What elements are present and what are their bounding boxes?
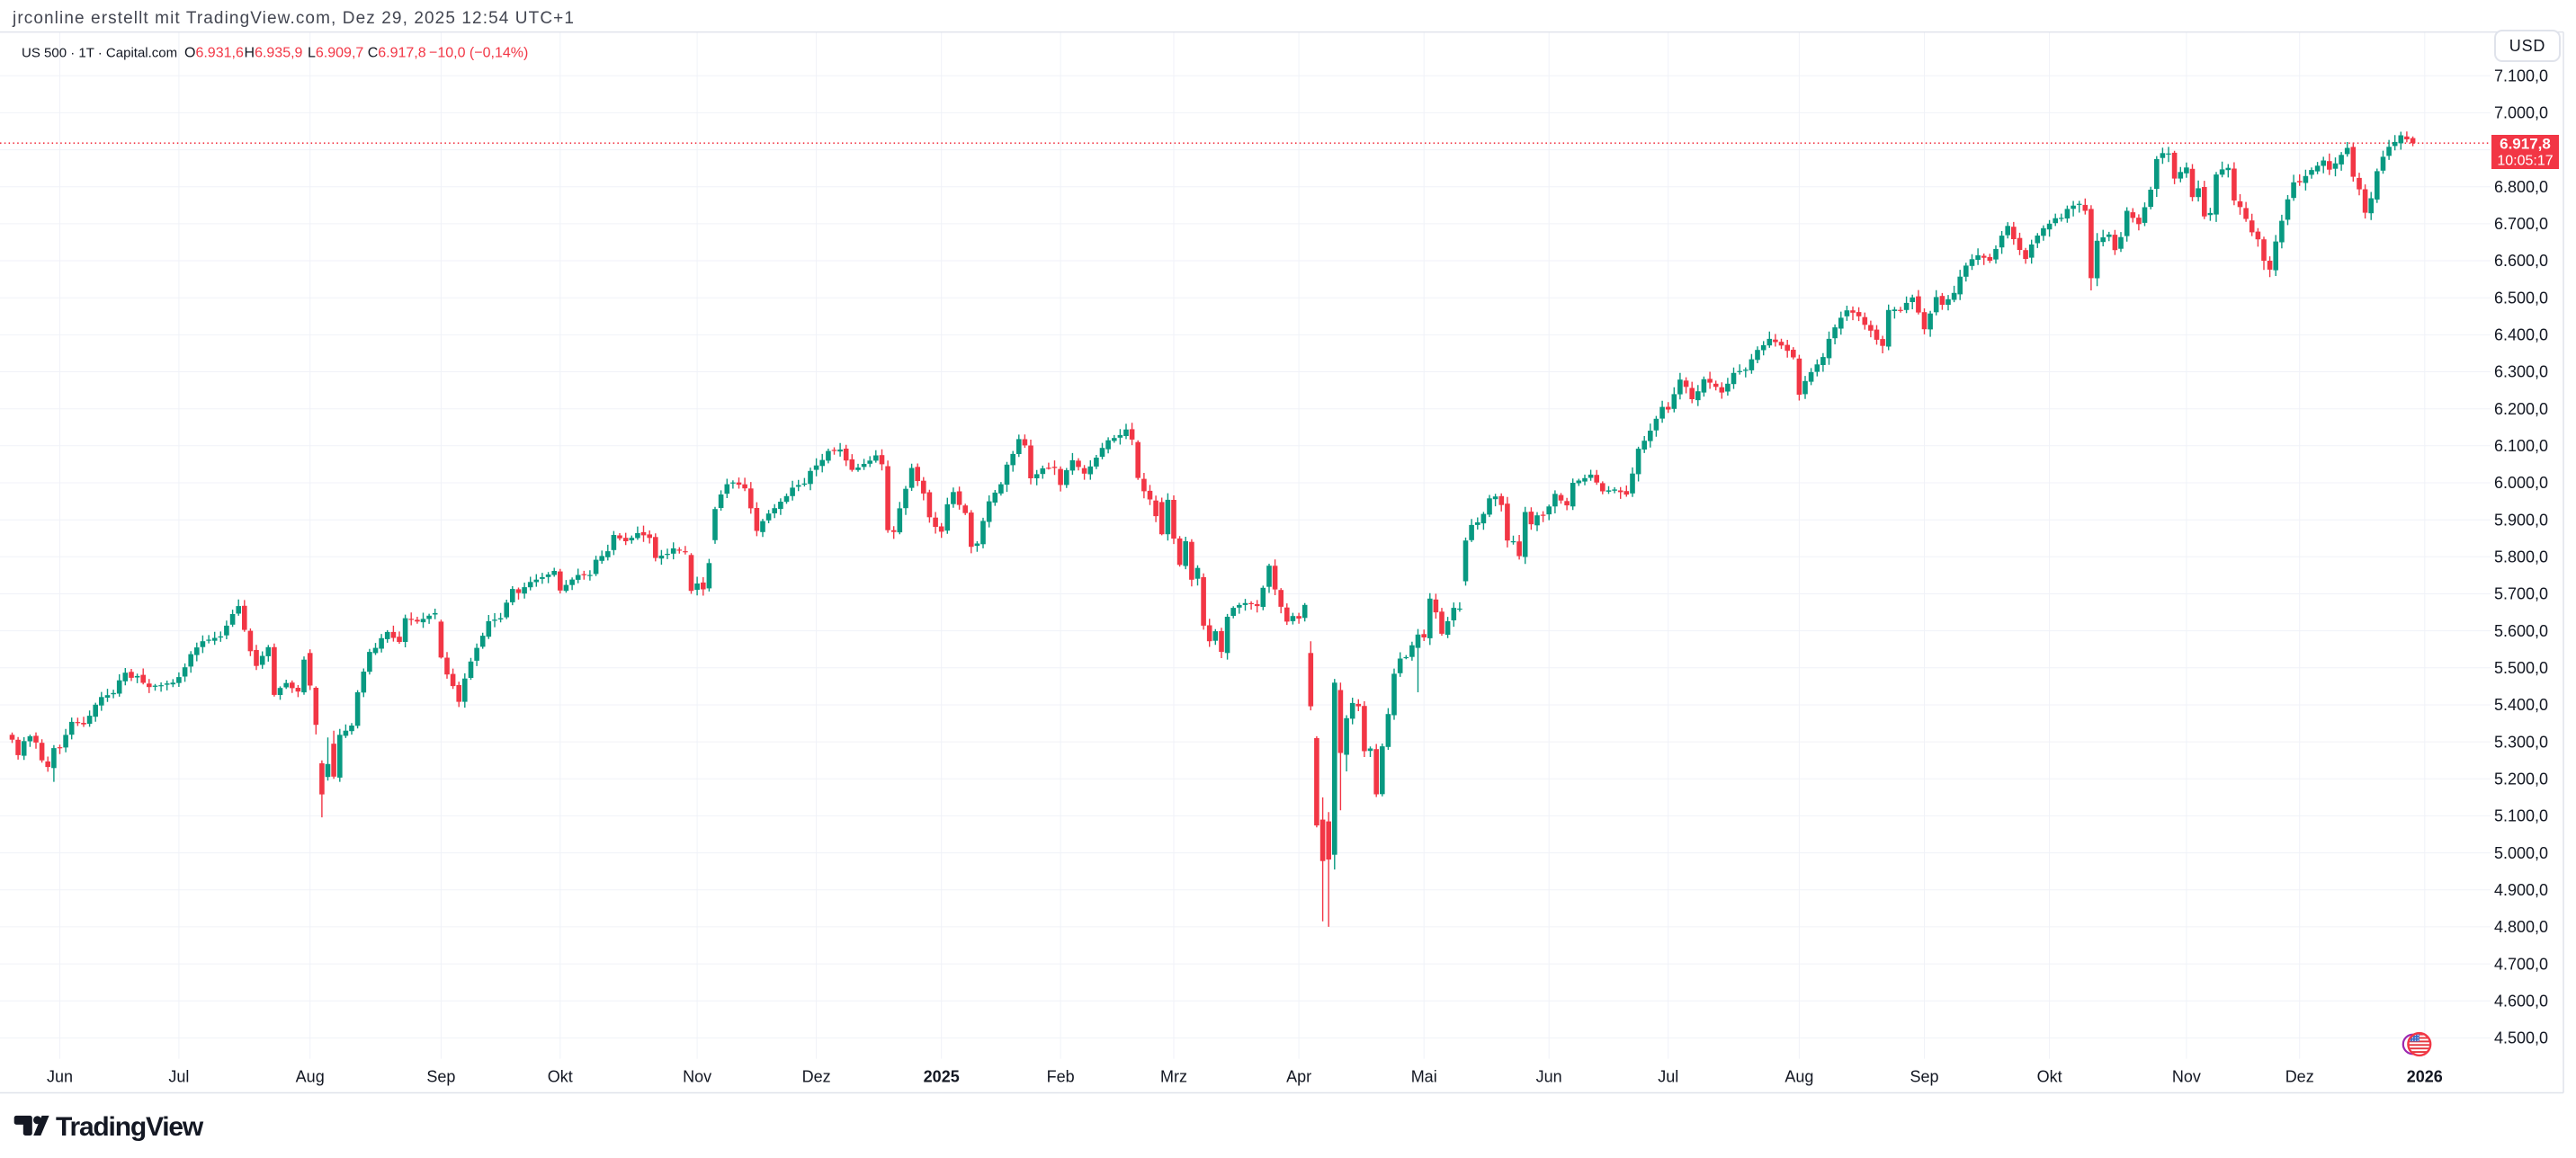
svg-text:6.400,0: 6.400,0 <box>2494 326 2548 344</box>
svg-text:4.800,0: 4.800,0 <box>2494 918 2548 936</box>
svg-text:7.100,0: 7.100,0 <box>2494 67 2548 85</box>
svg-text:Apr: Apr <box>1286 1067 1311 1085</box>
svg-text:4.700,0: 4.700,0 <box>2494 955 2548 973</box>
svg-text:6.917,8: 6.917,8 <box>2500 136 2551 153</box>
svg-text:6.000,0: 6.000,0 <box>2494 474 2548 492</box>
svg-text:Mrz: Mrz <box>1160 1067 1187 1085</box>
svg-text:6.700,0: 6.700,0 <box>2494 215 2548 233</box>
svg-text:Sep: Sep <box>426 1067 455 1085</box>
svg-text:4.500,0: 4.500,0 <box>2494 1029 2548 1047</box>
svg-text:5.400,0: 5.400,0 <box>2494 696 2548 714</box>
svg-text:5.200,0: 5.200,0 <box>2494 771 2548 788</box>
svg-text:Dez: Dez <box>802 1067 831 1085</box>
svg-text:Aug: Aug <box>1784 1067 1813 1085</box>
svg-text:2025: 2025 <box>924 1067 960 1085</box>
svg-text:10:05:17: 10:05:17 <box>2497 154 2553 169</box>
svg-text:H6.935,9: H6.935,9 <box>245 46 303 61</box>
svg-text:TradingView: TradingView <box>56 1112 204 1142</box>
svg-text:USD: USD <box>2509 37 2545 55</box>
svg-text:6.600,0: 6.600,0 <box>2494 252 2548 270</box>
svg-text:2026: 2026 <box>2407 1067 2443 1085</box>
svg-text:6.800,0: 6.800,0 <box>2494 178 2548 196</box>
svg-text:−10,0 (−0,14%): −10,0 (−0,14%) <box>429 46 528 61</box>
svg-text:Nov: Nov <box>683 1067 711 1085</box>
svg-text:Nov: Nov <box>2172 1067 2201 1085</box>
svg-text:6.100,0: 6.100,0 <box>2494 437 2548 455</box>
svg-text:Jun: Jun <box>1536 1067 1562 1085</box>
svg-text:Sep: Sep <box>1910 1067 1938 1085</box>
svg-text:US 500 · 1T · Capital.com: US 500 · 1T · Capital.com <box>22 46 177 61</box>
svg-text:5.500,0: 5.500,0 <box>2494 659 2548 677</box>
svg-text:5.800,0: 5.800,0 <box>2494 548 2548 566</box>
svg-text:5.000,0: 5.000,0 <box>2494 844 2548 862</box>
svg-text:Mai: Mai <box>1411 1067 1437 1085</box>
svg-text:4.900,0: 4.900,0 <box>2494 881 2548 899</box>
svg-text:6.200,0: 6.200,0 <box>2494 400 2548 418</box>
svg-text:5.900,0: 5.900,0 <box>2494 511 2548 529</box>
svg-text:5.700,0: 5.700,0 <box>2494 585 2548 603</box>
svg-text:6.300,0: 6.300,0 <box>2494 363 2548 381</box>
svg-text:Jul: Jul <box>1658 1067 1678 1085</box>
svg-text:Okt: Okt <box>2037 1067 2062 1085</box>
svg-text:Feb: Feb <box>1047 1067 1075 1085</box>
svg-text:Jun: Jun <box>47 1067 73 1085</box>
svg-text:4.600,0: 4.600,0 <box>2494 992 2548 1010</box>
svg-text:Jul: Jul <box>168 1067 189 1085</box>
svg-text:5.100,0: 5.100,0 <box>2494 807 2548 825</box>
svg-text:6.500,0: 6.500,0 <box>2494 289 2548 307</box>
svg-text:O6.931,6: O6.931,6 <box>184 46 244 61</box>
svg-text:C6.917,8: C6.917,8 <box>368 46 426 61</box>
svg-text:Okt: Okt <box>548 1067 573 1085</box>
svg-text:L6.909,7: L6.909,7 <box>308 46 363 61</box>
svg-text:5.300,0: 5.300,0 <box>2494 733 2548 751</box>
svg-text:jrconline erstellt mit Trading: jrconline erstellt mit TradingView.com, … <box>12 9 575 28</box>
svg-text:5.600,0: 5.600,0 <box>2494 622 2548 640</box>
svg-text:Aug: Aug <box>296 1067 325 1085</box>
svg-text:Dez: Dez <box>2285 1067 2314 1085</box>
svg-text:7.000,0: 7.000,0 <box>2494 104 2548 122</box>
